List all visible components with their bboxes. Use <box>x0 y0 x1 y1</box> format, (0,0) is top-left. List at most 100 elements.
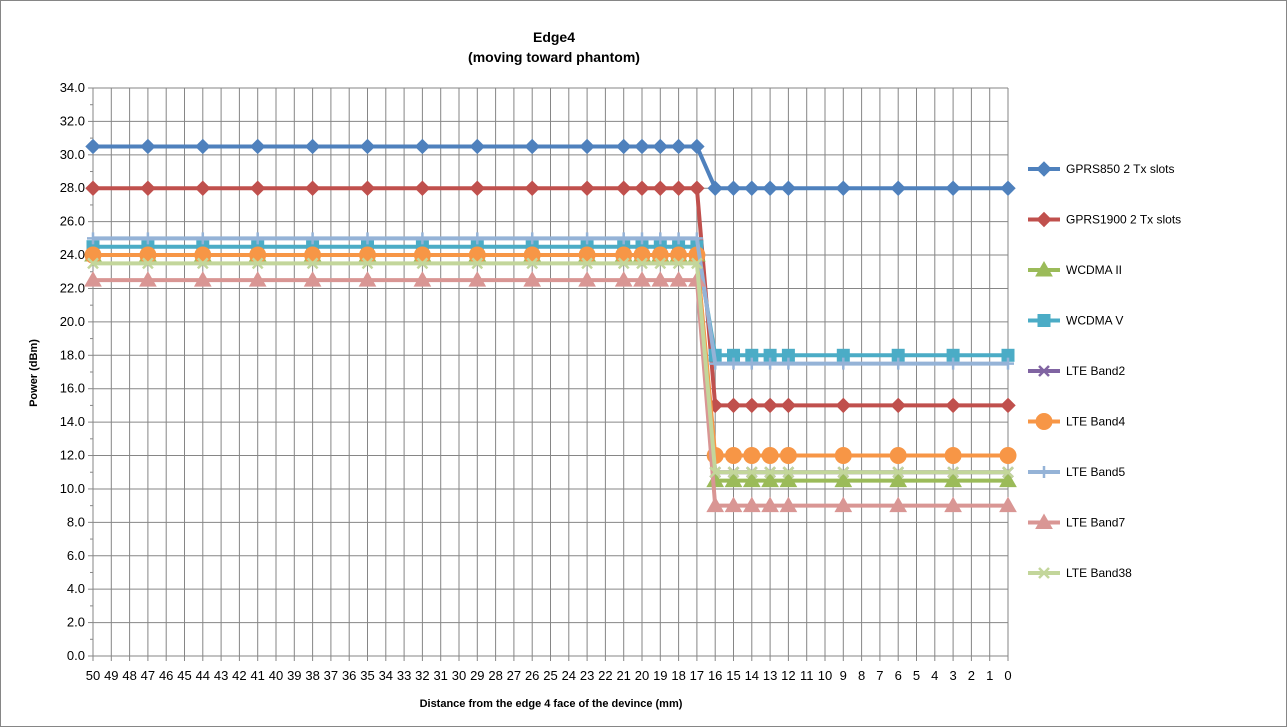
data-point <box>1037 314 1051 327</box>
y-tick-label: 2.0 <box>67 615 85 630</box>
x-tick-label: 43 <box>214 668 228 683</box>
data-point <box>837 357 850 370</box>
data-point <box>414 138 431 155</box>
data-point <box>1002 357 1014 370</box>
data-point <box>196 232 209 245</box>
legend-item: WCDMA V <box>1028 314 1123 328</box>
data-point <box>416 232 429 245</box>
data-point <box>85 180 101 196</box>
data-point <box>762 397 778 414</box>
data-point <box>834 471 853 488</box>
data-point <box>249 246 267 264</box>
x-tick-label: 2 <box>968 668 975 683</box>
x-tick-label: 13 <box>763 668 777 683</box>
data-point <box>782 466 795 479</box>
y-axis-title: Power (dBm) <box>28 339 40 407</box>
data-point <box>468 246 486 264</box>
data-point <box>651 246 669 264</box>
data-point <box>634 180 650 196</box>
legend-item: LTE Band5 <box>1028 465 1125 479</box>
legend-item: GPRS1900 2 Tx slots <box>1028 211 1181 228</box>
data-point <box>617 232 630 245</box>
data-point <box>142 257 154 270</box>
data-point <box>689 138 705 155</box>
data-point <box>526 232 539 245</box>
data-point <box>944 471 962 488</box>
y-tick-label: 0.0 <box>67 648 85 663</box>
y-tick-label: 14.0 <box>60 414 85 429</box>
data-point <box>140 180 156 196</box>
data-point <box>581 257 593 270</box>
data-point <box>194 246 212 264</box>
data-point <box>87 232 99 245</box>
data-point <box>724 471 743 488</box>
data-point <box>1000 180 1016 196</box>
legend-item: LTE Band2 <box>1028 364 1125 378</box>
data-point <box>416 257 429 270</box>
data-point <box>361 257 374 270</box>
data-point <box>303 271 322 287</box>
data-point <box>87 257 99 270</box>
data-point <box>834 447 852 465</box>
legend-item: LTE Band4 <box>1028 413 1125 430</box>
data-point <box>999 471 1017 488</box>
data-point <box>193 271 212 287</box>
y-tick-label: 6.0 <box>67 548 85 563</box>
data-point <box>690 232 703 245</box>
data-point <box>742 471 761 488</box>
data-point <box>764 466 776 479</box>
data-point <box>709 466 722 479</box>
data-point <box>706 496 725 513</box>
data-point <box>139 271 157 287</box>
data-point <box>304 246 322 264</box>
data-point <box>999 496 1017 513</box>
data-point <box>944 447 962 465</box>
data-point <box>615 138 632 155</box>
data-point <box>672 232 685 245</box>
data-point <box>709 357 722 370</box>
y-tick-label: 26.0 <box>60 214 85 229</box>
y-tick-label: 4.0 <box>67 581 85 596</box>
data-point <box>615 180 632 196</box>
y-tick-label: 28.0 <box>60 180 85 195</box>
data-point <box>654 232 667 245</box>
data-point <box>304 180 321 196</box>
series-line <box>93 253 1008 458</box>
data-point <box>359 246 376 264</box>
data-point <box>761 471 779 488</box>
data-point <box>670 180 687 196</box>
series-gprs850-2-tx-slots <box>85 138 1016 196</box>
series-line <box>93 236 1008 366</box>
data-point <box>724 496 743 513</box>
data-point <box>251 257 264 270</box>
x-tick-label: 39 <box>287 668 301 683</box>
data-point <box>742 496 761 513</box>
legend-item: LTE Band38 <box>1028 566 1132 580</box>
data-point <box>782 357 795 370</box>
data-point <box>945 180 961 196</box>
data-point <box>1000 397 1016 414</box>
data-point <box>707 180 723 196</box>
x-tick-label: 18 <box>671 668 685 683</box>
x-tick-label: 40 <box>269 668 283 683</box>
x-tick-label: 27 <box>507 668 521 683</box>
data-point <box>578 271 596 287</box>
data-point <box>672 257 685 270</box>
x-tick-label: 11 <box>800 668 814 683</box>
y-tick-label: 20.0 <box>60 314 85 329</box>
data-point <box>579 138 595 155</box>
data-point <box>1038 365 1050 377</box>
y-tick-label: 12.0 <box>60 448 85 463</box>
y-tick-label: 16.0 <box>60 381 85 396</box>
data-point <box>744 180 760 196</box>
series-gprs1900-2-tx-slots <box>85 180 1016 414</box>
data-point <box>651 271 670 287</box>
data-point <box>745 357 758 370</box>
data-point <box>1035 260 1053 277</box>
data-point <box>889 471 908 488</box>
data-point <box>1038 466 1050 478</box>
data-point <box>890 397 906 414</box>
data-point <box>670 246 688 264</box>
data-point <box>947 466 959 479</box>
series-lte-band5 <box>87 232 1014 370</box>
